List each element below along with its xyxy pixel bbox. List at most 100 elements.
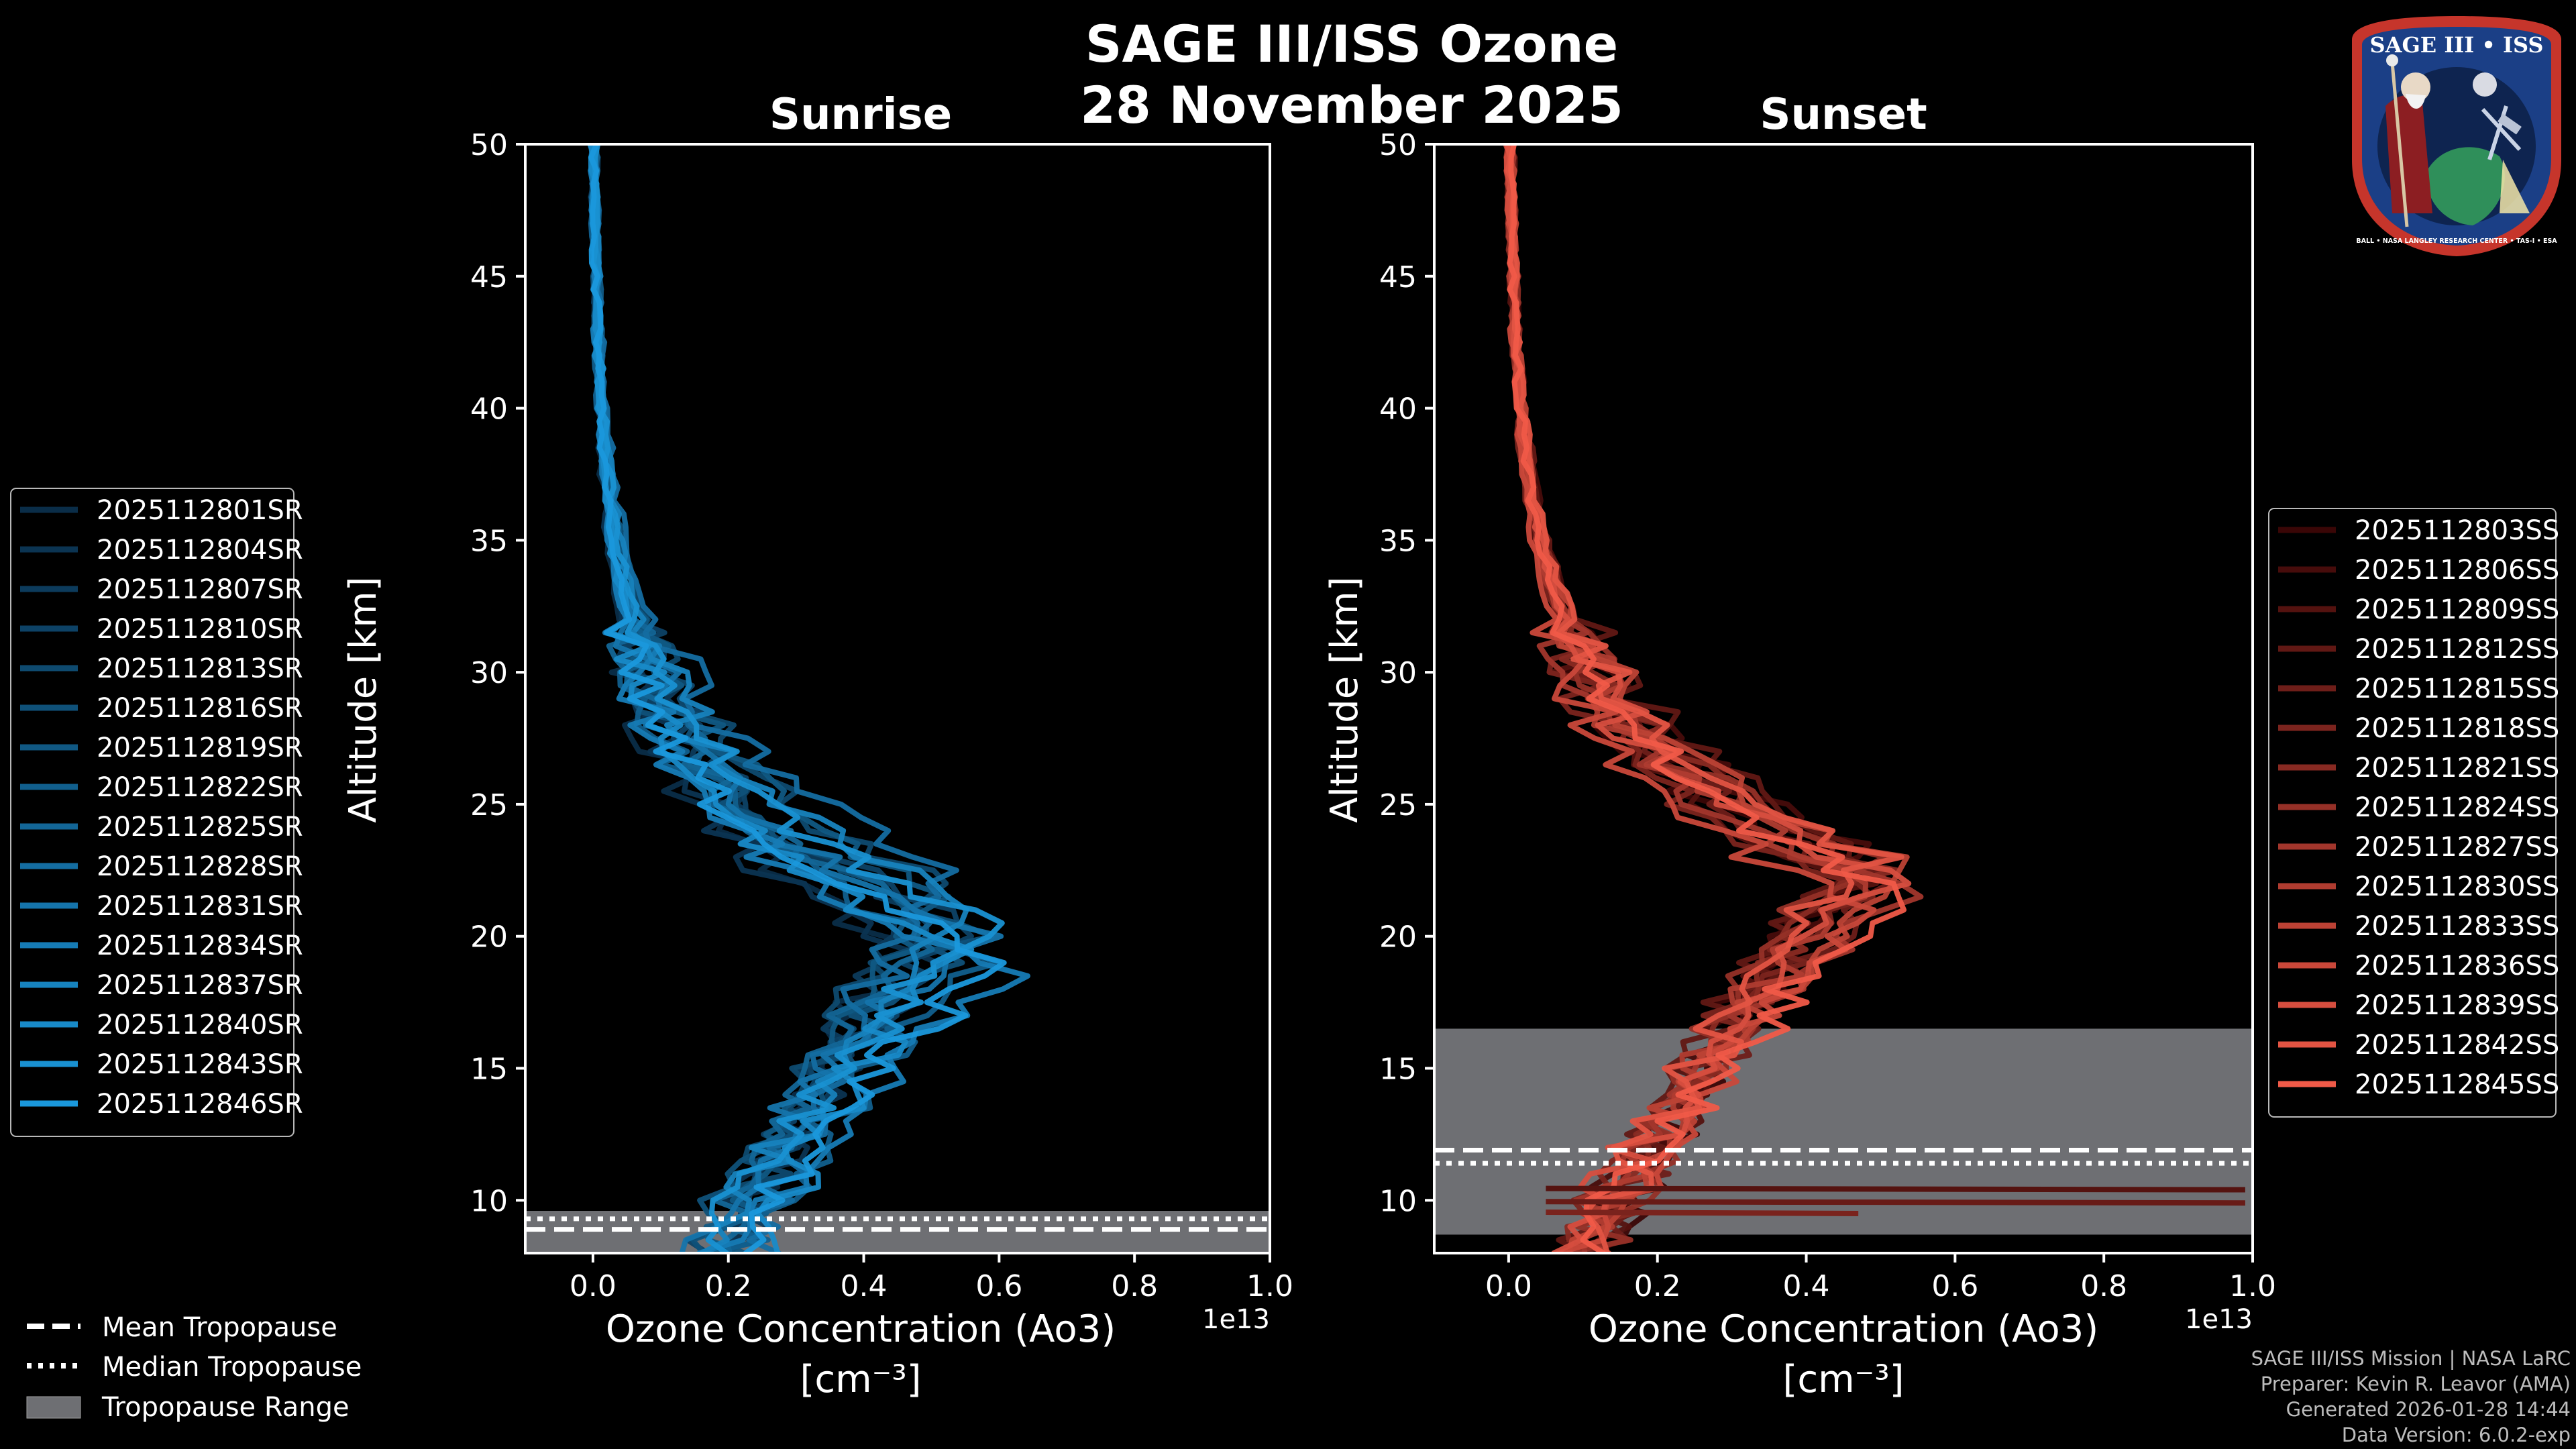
figure-title-line2: 28 November 2025 bbox=[1080, 75, 1623, 135]
sunset-y-tick-label: 35 bbox=[1379, 524, 1417, 558]
sunrise-panel: Sunrise 10 15 20 25 30 35 40 45 50 0.0 0.2 0.4 0.6 0.… bbox=[341, 90, 1293, 1401]
legend-entry-label: 2025112819SR bbox=[97, 733, 303, 763]
sunset-x-offset-label: 1e13 bbox=[2185, 1304, 2253, 1335]
sunrise-y-tick-label: 40 bbox=[470, 392, 508, 427]
sunrise-x-axis-label: Ozone Concentration (Ao3) bbox=[606, 1307, 1116, 1351]
legend-entry-label: 2025112833SS bbox=[2355, 911, 2559, 942]
tropopause-legend: Mean Tropopause Median Tropopause Tropop… bbox=[26, 1312, 362, 1423]
sunset-x-tick-label: 0.2 bbox=[1634, 1269, 1681, 1303]
sunset-x-axis-units: [cm⁻³] bbox=[1782, 1358, 1904, 1401]
sunset-profile-line bbox=[1504, 144, 1904, 1253]
sunrise-x-tick-label: 0.4 bbox=[841, 1269, 888, 1303]
sunset-legend: 2025112803SS 2025112806SS 2025112809SS 2025… bbox=[2268, 508, 2559, 1118]
mean-tropopause-label: Mean Tropopause bbox=[102, 1312, 337, 1343]
footer-credits: SAGE III/ISS Mission | NASA LaRC Prepare… bbox=[2251, 1347, 2571, 1446]
legend-entry-label: 2025112845SS bbox=[2355, 1069, 2559, 1100]
sunrise-x-axis-units: [cm⁻³] bbox=[800, 1358, 921, 1401]
footer-line-2: Preparer: Kevin R. Leavor (AMA) bbox=[2261, 1373, 2571, 1395]
legend-entry-label: 2025112842SS bbox=[2355, 1030, 2559, 1061]
sunset-y-tick-label: 30 bbox=[1379, 656, 1417, 690]
sunset-profile-streak bbox=[1546, 1209, 1859, 1216]
footer-line-3: Generated 2026-01-28 14:44 bbox=[2286, 1398, 2571, 1421]
legend-entry-label: 2025112812SS bbox=[2355, 634, 2559, 665]
sunset-x-tick-label: 0.0 bbox=[1485, 1269, 1532, 1303]
sunrise-y-tick-label: 30 bbox=[470, 656, 508, 690]
legend-entry-label: 2025112840SR bbox=[97, 1010, 303, 1040]
sunrise-panel-title: Sunrise bbox=[769, 90, 952, 140]
legend-entry-label: 2025112801SR bbox=[97, 495, 303, 526]
sunset-profiles bbox=[1503, 144, 2245, 1253]
patch-ring-text: BALL • NASA LANGLEY RESEARCH CENTER • TA… bbox=[2356, 237, 2557, 245]
sunset-x-tick-label: 0.6 bbox=[1931, 1269, 1978, 1303]
tropopause-range-label: Tropopause Range bbox=[101, 1392, 350, 1423]
legend-entry-label: 2025112816SR bbox=[97, 693, 303, 724]
sunrise-axes-frame bbox=[524, 143, 1271, 1254]
sunrise-profiles bbox=[587, 144, 1030, 1253]
sunset-x-axis-label: Ozone Concentration (Ao3) bbox=[1589, 1307, 2098, 1351]
sunrise-x-tick-label: 0.2 bbox=[705, 1269, 752, 1303]
legend-frame bbox=[10, 488, 294, 1137]
sunset-profile-line bbox=[1503, 144, 1877, 1253]
legend-entry-label: 2025112825SR bbox=[97, 812, 303, 843]
legend-entry-label: 2025112803SS bbox=[2355, 515, 2559, 546]
legend-entry-label: 2025112809SS bbox=[2355, 594, 2559, 625]
sunrise-y-axis-label: Altitude [km] bbox=[341, 576, 385, 822]
footer-line-4: Data Version: 6.0.2-exp bbox=[2342, 1424, 2571, 1446]
legend-entry-label: 2025112806SS bbox=[2355, 555, 2559, 586]
sunset-y-tick-label: 10 bbox=[1379, 1184, 1417, 1218]
legend-entry-label: 2025112815SS bbox=[2355, 674, 2559, 704]
sunset-profile-streak bbox=[1546, 1185, 2245, 1193]
sunset-panel-title: Sunset bbox=[1760, 90, 1927, 140]
sunset-y-tick-label: 15 bbox=[1379, 1053, 1417, 1087]
legend-entry-label: 2025112830SS bbox=[2355, 871, 2559, 902]
legend-entry-label: 2025112837SR bbox=[97, 970, 303, 1001]
sunset-y-tick-label: 40 bbox=[1379, 392, 1417, 427]
sunset-y-tick-label: 20 bbox=[1379, 920, 1417, 955]
legend-entry-label: 2025112846SR bbox=[97, 1089, 303, 1120]
sunset-y-axis-label: Altitude [km] bbox=[1323, 576, 1366, 822]
median-tropopause-label: Median Tropopause bbox=[102, 1352, 362, 1383]
legend-entry-label: 2025112831SR bbox=[97, 891, 303, 922]
sunrise-x-tick-label: 0.8 bbox=[1111, 1269, 1158, 1303]
legend-entry-label: 2025112822SR bbox=[97, 772, 303, 803]
sunrise-y-tick-label: 20 bbox=[470, 920, 508, 955]
legend-entry-label: 2025112813SR bbox=[97, 653, 303, 684]
sunrise-x-tick-label: 0.6 bbox=[975, 1269, 1022, 1303]
footer-line-1: SAGE III/ISS Mission | NASA LaRC bbox=[2251, 1347, 2571, 1370]
legend-entry-label: 2025112810SR bbox=[97, 614, 303, 645]
sunrise-x-tick-label: 1.0 bbox=[1246, 1269, 1293, 1303]
sunset-axes-frame bbox=[1433, 143, 2254, 1254]
legend-entry-label: 2025112804SR bbox=[97, 535, 303, 566]
legend-entry-label: 2025112836SS bbox=[2355, 951, 2559, 981]
patch-title: SAGE III • ISS bbox=[2370, 32, 2544, 58]
sunrise-y-tick-label: 35 bbox=[470, 524, 508, 558]
legend-entry-label: 2025112839SS bbox=[2355, 990, 2559, 1021]
legend-entry-label: 2025112828SR bbox=[97, 851, 303, 882]
figure-title-line1: SAGE III/ISS Ozone bbox=[1085, 14, 1618, 74]
sunrise-x-offset-label: 1e13 bbox=[1202, 1304, 1270, 1335]
legend-entry-label: 2025112827SS bbox=[2355, 832, 2559, 863]
sunset-profile-line bbox=[1507, 144, 1907, 1253]
sunrise-profile-line bbox=[588, 144, 1007, 1253]
sunset-y-tick-label: 50 bbox=[1379, 128, 1417, 162]
legend-entry-label: 2025112821SS bbox=[2355, 753, 2559, 784]
legend-entry-label: 2025112818SS bbox=[2355, 713, 2559, 744]
sunset-y-tick-label: 45 bbox=[1379, 260, 1417, 294]
sunset-x-tick-label: 0.4 bbox=[1783, 1269, 1830, 1303]
sunset-x-tick-label: 1.0 bbox=[2229, 1269, 2276, 1303]
legend-entry-label: 2025112807SR bbox=[97, 574, 303, 605]
sunrise-x-tick-label: 0.0 bbox=[570, 1269, 616, 1303]
legend-entry-label: 2025112824SS bbox=[2355, 792, 2559, 823]
legend-entry-label: 2025112843SR bbox=[97, 1049, 303, 1080]
legend-entry-label: 2025112834SR bbox=[97, 930, 303, 961]
sunset-y-tick-label: 25 bbox=[1379, 788, 1417, 822]
sunset-x-tick-label: 0.8 bbox=[2080, 1269, 2127, 1303]
sunset-profile-streak bbox=[1546, 1199, 2245, 1206]
legend-frame bbox=[2268, 508, 2557, 1118]
sunrise-y-tick-label: 10 bbox=[470, 1184, 508, 1218]
sunset-panel: Sunset 10 15 20 25 30 35 40 45 50 0.0 0.2 0.4 0.6 0.8… bbox=[1323, 90, 2276, 1401]
sunrise-y-tick-label: 25 bbox=[470, 788, 508, 822]
sunrise-y-tick-label: 45 bbox=[470, 260, 508, 294]
tropopause-range-swatch bbox=[26, 1396, 81, 1419]
